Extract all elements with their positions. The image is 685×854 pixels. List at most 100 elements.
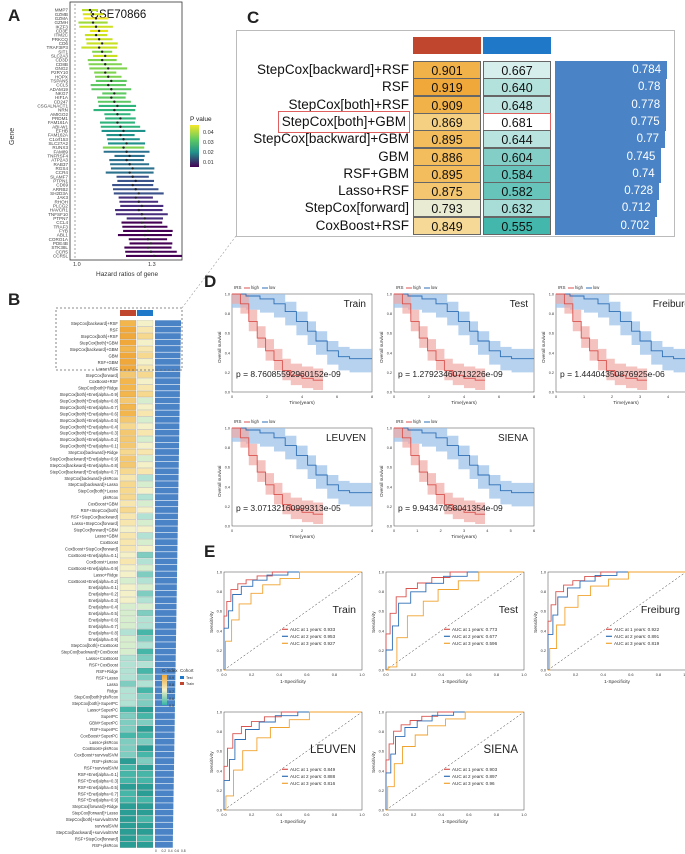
gene-point [131, 183, 134, 187]
test-cell [136, 384, 154, 391]
km-ylabel: Overall survival [541, 332, 546, 363]
gene-label: STK38L [51, 245, 68, 250]
roc-xtick: 0.2 [249, 812, 254, 817]
gene-label: FAM161A [48, 120, 69, 125]
gene-label: HIF1A [55, 95, 69, 100]
mean-bar [155, 841, 173, 848]
gene-label: SIT1 [58, 49, 68, 54]
model-label: Enet[alpha=0.2] [89, 592, 118, 597]
panel-a-legend-title: P value [190, 116, 212, 123]
model-label: Lasso+Ridge [93, 572, 118, 577]
roc-xtick: 0.2 [411, 672, 416, 677]
gene-point [100, 50, 104, 53]
test-cell [136, 326, 154, 333]
mean-bar [155, 822, 174, 829]
roc-xtick: 0.0 [383, 812, 389, 817]
train-cell [119, 609, 137, 616]
mean-bar [155, 384, 180, 391]
panel-c-model-label: StepCox[forward] [304, 200, 409, 216]
train-cell [119, 539, 137, 546]
model-label: GBM+SuperPC [89, 720, 118, 725]
roc-ytick: 0.6 [379, 749, 384, 754]
panel-c-train-cell: 0.886 [413, 147, 481, 166]
km-ytick: 0.4 [387, 351, 392, 355]
train-cell [119, 738, 137, 745]
panel-b-legend-tick-5: 0.5 [169, 704, 174, 708]
km-legend-title: IRS [234, 419, 242, 424]
test-cell [136, 519, 154, 526]
test-cell [136, 706, 154, 713]
model-label: SuperPC [101, 714, 118, 719]
gene-label: GZMH [54, 20, 68, 25]
km-xtick: 2 [266, 395, 268, 399]
gene-label: HOPX [55, 74, 68, 79]
km-legend-low: low [269, 285, 276, 290]
test-cell [136, 577, 154, 584]
panel-c-model-label: RSF [382, 79, 409, 95]
panel-c-test-header [483, 37, 551, 54]
km-title: LEUVEN [326, 433, 366, 444]
roc-ylabel: Sensitivity [371, 611, 377, 633]
gene-label: CCR5 [55, 249, 68, 254]
km-ytick: 0.4 [387, 485, 392, 489]
train-cell [119, 545, 137, 552]
train-cell [119, 552, 137, 559]
panel-c-mean-bar: 0.745 [555, 147, 662, 166]
train-cell [119, 835, 137, 842]
model-label: CoxBoost+survivalSVM [74, 753, 118, 758]
roc-xtick: 0.6 [466, 812, 471, 817]
model-label: RSF+Ridge [96, 669, 118, 674]
gene-label: CD6 [59, 41, 69, 46]
km-xtick: 1 [416, 529, 418, 533]
gene-point [116, 121, 119, 124]
train-cell [119, 680, 137, 687]
km-ytick: 0.8 [387, 446, 392, 450]
gene-point [113, 92, 116, 95]
roc-xtick: 0.0 [221, 812, 227, 817]
panel-c-test-cell: 0.584 [483, 164, 551, 183]
panel-e-roc-plots: Train AUC at 1 years: 0.933 AUC at 2 years… [209, 570, 685, 825]
km-ytick: 0.6 [387, 466, 392, 470]
roc-ytick: 0.2 [379, 788, 384, 793]
roc-title: Train [332, 604, 356, 616]
test-cell [136, 423, 154, 430]
mean-bar [155, 777, 174, 784]
roc-xtick: 0.6 [628, 672, 633, 677]
test-cell [136, 597, 154, 604]
train-cell [119, 590, 137, 597]
km-low-curve [232, 427, 372, 494]
km-xtick: 0 [555, 395, 557, 399]
model-label: RSF+survivalSVM [84, 766, 119, 771]
model-label: RSF+plsRcox [92, 843, 119, 848]
gene-point [97, 46, 101, 49]
km-legend-title: IRS [396, 419, 404, 424]
panel-c-row: StepCox[backward]+GBM 0.895 0.644 0.77 [237, 129, 674, 149]
test-cell [136, 500, 154, 507]
panel-b-legend-tick-4: 0.6 [169, 697, 174, 701]
gene-point [113, 108, 116, 112]
roc-auc-label: AUC at 1 years: 0.773 [452, 627, 498, 632]
gene-point [116, 113, 119, 116]
gene-point [94, 25, 98, 28]
panel-c-train-header [413, 37, 481, 54]
gene-label: CCR4 [55, 170, 68, 175]
gene-point [110, 96, 113, 99]
panel-c-row: StepCox[both]+GBM 0.869 0.681 0.775 [237, 110, 674, 133]
test-cell [136, 603, 154, 610]
train-cell [119, 416, 137, 423]
roc-ytick: 0.4 [541, 628, 547, 633]
train-cell [119, 629, 137, 636]
mean-bar [155, 758, 175, 764]
roc-ytick: 0.4 [217, 628, 223, 633]
gene-point [131, 167, 134, 170]
km-legend-low: low [431, 419, 438, 424]
panel-c-model-label: CoxBoost+RSF [315, 217, 409, 233]
test-cell [136, 738, 154, 745]
train-cell [119, 796, 137, 803]
gene-label: CD8B [56, 62, 68, 67]
train-cell [119, 809, 137, 816]
model-label: CoxBoost [100, 540, 119, 545]
mean-bar [155, 513, 178, 520]
model-label: Enet[alpha=0.7] [89, 624, 118, 629]
train-cell [119, 500, 137, 507]
